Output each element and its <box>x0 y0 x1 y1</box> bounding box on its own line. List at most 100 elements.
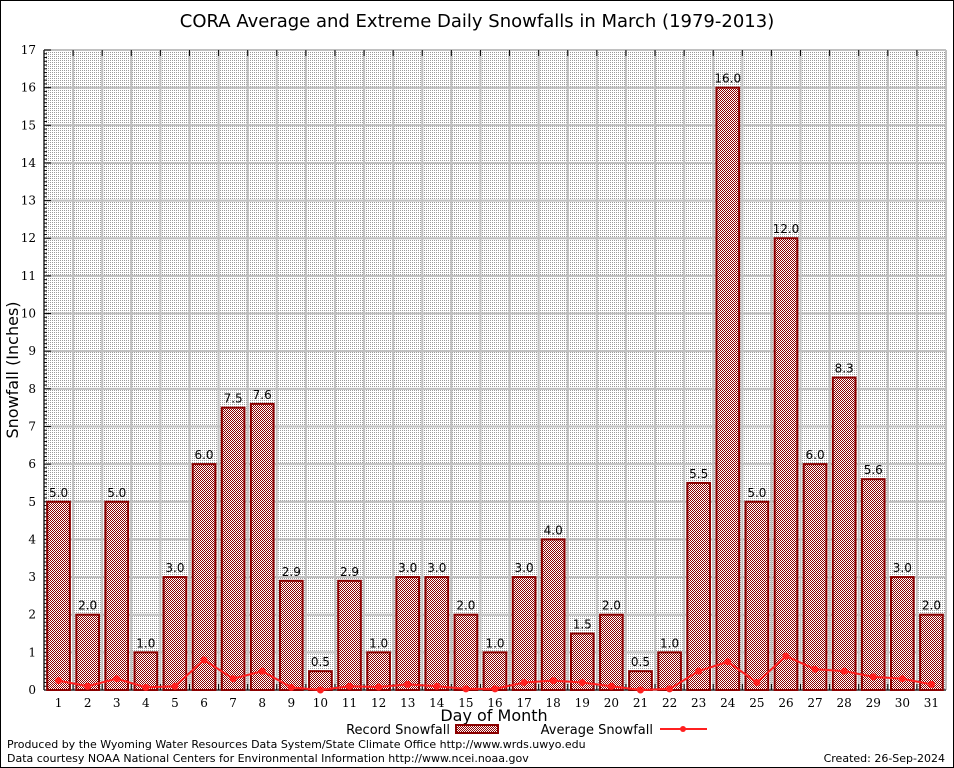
bar-data-labels: 5.0 2.0 5.0 1.0 3.0 6.0 7.5 7.6 2.9 0.5 2.9 1.0 3.0 3… <box>49 72 941 670</box>
average-point <box>898 675 906 683</box>
record-bar <box>191 463 217 691</box>
x-tick-label: 2 <box>84 696 92 710</box>
bar-value-label: 0.5 <box>631 655 650 669</box>
record-bar <box>686 481 712 691</box>
average-point <box>287 683 295 691</box>
record-bar <box>715 86 741 692</box>
x-tick-label: 30 <box>895 696 910 710</box>
y-tick-label: 1 <box>28 645 36 659</box>
record-bar <box>802 463 828 691</box>
x-tick-label: 20 <box>604 696 619 710</box>
bar-value-label: 6.0 <box>806 448 825 462</box>
y-tick-label: 14 <box>21 156 37 170</box>
bar-value-label: 0.5 <box>311 655 330 669</box>
record-bar <box>482 651 508 692</box>
record-bar <box>220 406 246 691</box>
bar-value-label: 1.0 <box>660 636 679 650</box>
x-tick-label: 8 <box>258 696 266 710</box>
bar-value-label: 3.0 <box>515 561 534 575</box>
record-bar <box>890 576 915 692</box>
bar-value-label: 7.5 <box>224 392 243 406</box>
average-point <box>55 677 63 685</box>
average-point <box>782 652 790 660</box>
x-tick-label: 19 <box>575 696 590 710</box>
y-tick-label: 3 <box>28 570 36 584</box>
average-point <box>869 673 877 681</box>
x-tick-label: 16 <box>487 696 502 710</box>
record-bar <box>104 500 130 691</box>
record-bar <box>540 538 566 691</box>
bar-value-label: 4.0 <box>544 523 563 537</box>
average-point <box>346 682 354 690</box>
record-bar <box>860 478 886 692</box>
x-tick-label: 25 <box>749 696 764 710</box>
average-point <box>316 686 324 694</box>
legend-label-average: Average Snowfall <box>541 723 653 738</box>
x-tick-label: 31 <box>924 696 939 710</box>
bar-value-label: 8.3 <box>835 362 854 376</box>
y-tick-label: 13 <box>21 194 36 208</box>
bar-value-label: 3.0 <box>165 561 184 575</box>
y-tick-label: 6 <box>28 457 36 471</box>
average-point <box>375 683 383 691</box>
average-point <box>142 683 150 691</box>
y-tick-label: 2 <box>28 608 36 622</box>
x-tick-label: 17 <box>516 696 531 710</box>
y-tick-label: 7 <box>28 419 36 433</box>
bar-value-label: 5.0 <box>107 486 126 500</box>
x-tick-label: 15 <box>458 696 473 710</box>
average-point <box>753 678 761 686</box>
chart-title: CORA Average and Extreme Daily Snowfalls… <box>180 11 774 32</box>
average-point <box>171 682 179 690</box>
bar-value-label: 5.0 <box>747 486 766 500</box>
bar-value-label: 3.0 <box>893 561 912 575</box>
y-tick-label: 10 <box>21 307 36 321</box>
average-point <box>258 667 266 675</box>
bar-value-label: 1.0 <box>369 636 388 650</box>
average-point <box>636 686 644 694</box>
x-tick-label: 26 <box>778 696 793 710</box>
x-tick-label: 3 <box>113 696 121 710</box>
bar-value-label: 5.6 <box>864 463 883 477</box>
record-bar <box>599 613 624 691</box>
bar-value-label: 3.0 <box>398 561 417 575</box>
y-tick-label: 15 <box>21 118 36 132</box>
record-bar <box>424 576 450 692</box>
average-point <box>724 658 732 666</box>
x-tick-label: 4 <box>142 696 150 710</box>
record-bar <box>278 579 304 692</box>
x-tick-label: 18 <box>546 696 561 710</box>
y-tick-label: 12 <box>21 231 36 245</box>
record-bar <box>249 402 275 691</box>
bar-value-label: 5.5 <box>689 467 708 481</box>
bar-value-label: 2.0 <box>602 599 621 613</box>
x-tick-label: 5 <box>171 696 179 710</box>
average-point <box>607 682 615 690</box>
bar-value-label: 2.0 <box>78 599 97 613</box>
x-tick-label: 7 <box>229 696 237 710</box>
legend-label-record: Record Snowfall <box>346 723 450 738</box>
x-tick-label: 24 <box>720 696 736 710</box>
x-tick-label: 12 <box>371 696 386 710</box>
y-tick-label: 9 <box>28 344 36 358</box>
average-point <box>433 682 441 690</box>
x-tick-label: 23 <box>691 696 706 710</box>
x-tick-label: 29 <box>866 696 881 710</box>
x-tick-label: 27 <box>807 696 822 710</box>
average-point <box>491 685 499 693</box>
bar-value-label: 1.0 <box>136 636 155 650</box>
x-tick-label: 9 <box>288 696 296 710</box>
x-tick-label: 21 <box>633 696 648 710</box>
x-axis-label: Day of Month <box>440 706 547 725</box>
x-tick-label: 11 <box>342 696 357 710</box>
record-bar <box>75 613 100 691</box>
legend-marker-average <box>680 726 686 732</box>
average-point <box>840 667 848 675</box>
x-tick-label: 10 <box>313 696 328 710</box>
average-point <box>229 675 237 683</box>
average-point <box>520 678 528 686</box>
record-bar <box>162 576 188 692</box>
record-bar <box>919 613 944 691</box>
record-bar <box>337 579 362 692</box>
